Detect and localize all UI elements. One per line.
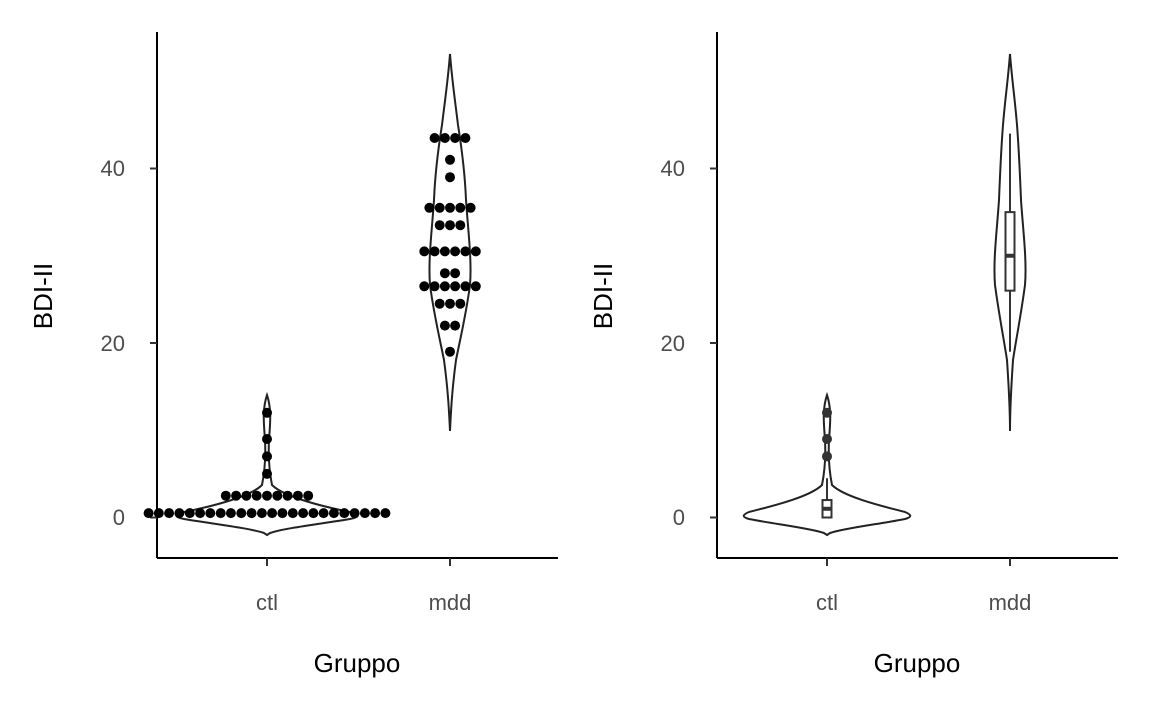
data-point-ctl	[339, 508, 350, 519]
data-point-ctl	[241, 490, 252, 501]
dotplot-points	[143, 133, 481, 519]
data-point-ctl	[262, 407, 272, 418]
data-point-ctl	[318, 508, 329, 519]
data-point-mdd	[445, 154, 455, 165]
data-point-mdd	[429, 246, 440, 257]
data-point-mdd	[429, 133, 440, 143]
data-point-ctl	[164, 508, 175, 519]
data-point-mdd	[455, 220, 466, 231]
y-axis-title: BDI-II	[28, 263, 58, 329]
data-point-mdd	[445, 298, 455, 309]
y-tick-label-40: 40	[661, 156, 685, 181]
data-point-ctl	[277, 508, 288, 519]
data-point-mdd	[419, 281, 430, 292]
data-point-ctl	[262, 468, 272, 479]
data-point-ctl	[328, 508, 339, 519]
panel-right-violin-boxplot: 0 20 40 ctl mdd Gruppo BDI-II	[588, 32, 1118, 678]
data-point-ctl	[380, 508, 391, 519]
boxplot-layer	[821, 133, 1016, 519]
data-point-ctl	[174, 508, 185, 519]
data-point-mdd	[445, 172, 455, 183]
x-tick-label-mdd: mdd	[989, 590, 1032, 615]
panel-left-violin-dotplot: 0 20 40 ctl mdd Gruppo BDI-II	[28, 32, 558, 678]
data-point-mdd	[439, 320, 450, 331]
data-point-ctl	[308, 508, 319, 519]
data-point-ctl	[236, 508, 247, 519]
data-point-ctl	[298, 508, 309, 519]
x-axis-title: Gruppo	[314, 648, 401, 678]
data-point-ctl	[272, 490, 283, 501]
x-axis-title: Gruppo	[874, 648, 961, 678]
y-axis-title: BDI-II	[588, 263, 618, 329]
data-point-ctl	[287, 508, 298, 519]
y-tick-label-20: 20	[101, 331, 125, 356]
x-tick-label-mdd: mdd	[429, 590, 472, 615]
x-tick-label-ctl: ctl	[256, 590, 278, 615]
data-point-mdd	[434, 298, 445, 309]
data-point-ctl	[215, 508, 226, 519]
data-point-mdd	[445, 202, 455, 213]
data-point-mdd	[470, 281, 481, 292]
outlier-point-ctl	[822, 433, 832, 444]
data-point-ctl	[184, 508, 195, 519]
y-tick-label-20: 20	[661, 331, 685, 356]
violin-mdd	[428, 53, 472, 432]
data-point-mdd	[450, 246, 461, 257]
data-point-ctl	[303, 490, 314, 501]
data-point-ctl	[153, 508, 164, 519]
data-point-ctl	[143, 508, 154, 519]
data-point-mdd	[450, 320, 461, 331]
data-point-mdd	[470, 246, 481, 257]
box-mdd	[1004, 211, 1016, 292]
data-point-mdd	[424, 202, 435, 213]
data-point-mdd	[419, 246, 430, 257]
data-point-mdd	[450, 268, 461, 279]
data-point-ctl	[231, 490, 242, 501]
data-point-ctl	[195, 508, 206, 519]
data-point-ctl	[225, 508, 236, 519]
data-point-mdd	[429, 281, 440, 292]
data-point-ctl	[282, 490, 293, 501]
violin-mdd	[993, 53, 1027, 432]
data-point-ctl	[262, 451, 272, 462]
violin-ctl	[175, 391, 359, 537]
y-tick-label-0: 0	[113, 505, 125, 530]
x-tick-label-ctl: ctl	[816, 590, 838, 615]
data-point-ctl	[349, 508, 360, 519]
y-tick-label-0: 0	[673, 505, 685, 530]
data-point-mdd	[450, 281, 461, 292]
data-point-ctl	[251, 490, 262, 501]
data-point-ctl	[359, 508, 370, 519]
data-point-mdd	[439, 281, 450, 292]
data-point-ctl	[262, 434, 272, 444]
data-point-mdd	[439, 246, 450, 257]
data-point-ctl	[292, 490, 303, 501]
data-point-ctl	[370, 508, 381, 519]
data-point-mdd	[439, 133, 450, 143]
data-point-ctl	[262, 490, 272, 501]
data-point-mdd	[450, 133, 461, 143]
data-point-mdd	[434, 202, 445, 213]
data-point-mdd	[465, 202, 476, 213]
data-point-mdd	[434, 220, 445, 231]
data-point-ctl	[246, 508, 257, 519]
data-point-mdd	[460, 246, 471, 257]
violin-ctl	[742, 391, 912, 537]
outlier-point-ctl	[822, 407, 832, 418]
data-point-ctl	[220, 490, 231, 501]
outlier-point-ctl	[822, 451, 832, 462]
data-point-ctl	[256, 508, 267, 519]
data-point-mdd	[439, 268, 450, 279]
data-point-mdd	[445, 220, 455, 231]
data-point-mdd	[445, 346, 455, 357]
data-point-mdd	[455, 298, 466, 309]
data-point-ctl	[267, 508, 278, 519]
data-point-mdd	[460, 281, 471, 292]
data-point-ctl	[205, 508, 216, 519]
data-point-mdd	[455, 202, 466, 213]
data-point-mdd	[460, 133, 471, 143]
y-tick-label-40: 40	[101, 156, 125, 181]
